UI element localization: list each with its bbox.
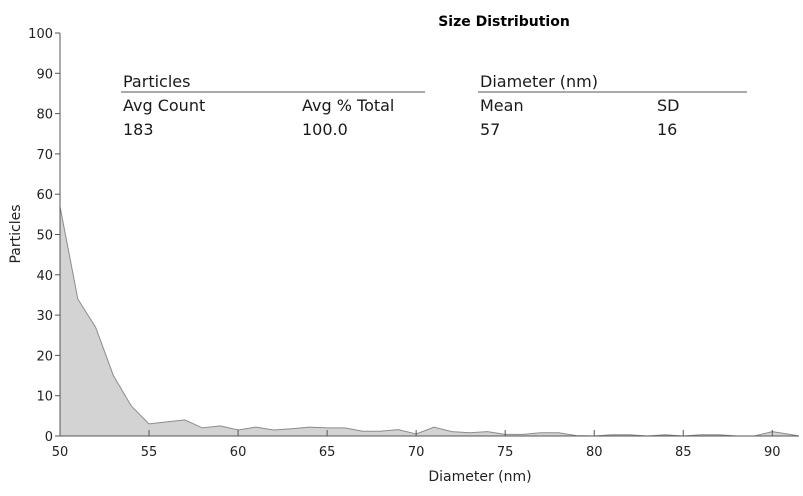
x-tick-label: 70 xyxy=(408,445,425,460)
series-0-line xyxy=(59,206,800,437)
x-tick-label: 55 xyxy=(141,445,158,460)
avg-count-label: Avg Count xyxy=(123,96,205,115)
x-tick-label: 85 xyxy=(675,445,692,460)
area-layer xyxy=(59,206,800,437)
x-tick-label: 60 xyxy=(230,445,247,460)
y-tick-label: 0 xyxy=(45,430,53,445)
y-axis-label: Particles xyxy=(8,204,24,263)
y-tick-label: 40 xyxy=(36,269,53,284)
y-tick-label: 10 xyxy=(36,390,53,405)
x-tick-label: 65 xyxy=(319,445,336,460)
y-tick-label: 100 xyxy=(28,27,53,42)
series-0-area xyxy=(60,206,799,436)
mean-value: 57 xyxy=(480,120,500,139)
x-tick-label: 80 xyxy=(586,445,603,460)
diameter-header: Diameter (nm) xyxy=(480,72,598,91)
x-axis-label: Diameter (nm) xyxy=(428,469,531,485)
chart-title: Size Distribution xyxy=(438,14,570,30)
avg-pct-label: Avg % Total xyxy=(302,96,394,115)
particles-header: Particles xyxy=(123,72,190,91)
avg-pct-value: 100.0 xyxy=(302,120,348,139)
y-tick-label: 50 xyxy=(36,229,53,244)
y-tick-label: 80 xyxy=(36,108,53,123)
y-tick-label: 20 xyxy=(36,349,53,364)
sd-label: SD xyxy=(657,96,679,115)
y-tick-label: 30 xyxy=(36,309,53,324)
mean-label: Mean xyxy=(480,96,524,115)
x-tick-label: 50 xyxy=(52,445,69,460)
axes-layer: 0 10 20 30 40 50 60 70 80 90 100 50 55 60 65 70 75 80 85 90 xyxy=(28,27,799,460)
summary-table: Particles Avg Count Avg % Total 183 100.… xyxy=(121,72,747,139)
y-tick-label: 90 xyxy=(36,67,53,82)
avg-count-value: 183 xyxy=(123,120,154,139)
y-tick-label: 60 xyxy=(36,188,53,203)
x-tick-label: 75 xyxy=(497,445,514,460)
sd-value: 16 xyxy=(657,120,677,139)
y-tick-label: 70 xyxy=(36,148,53,163)
x-tick-label: 90 xyxy=(764,445,781,460)
